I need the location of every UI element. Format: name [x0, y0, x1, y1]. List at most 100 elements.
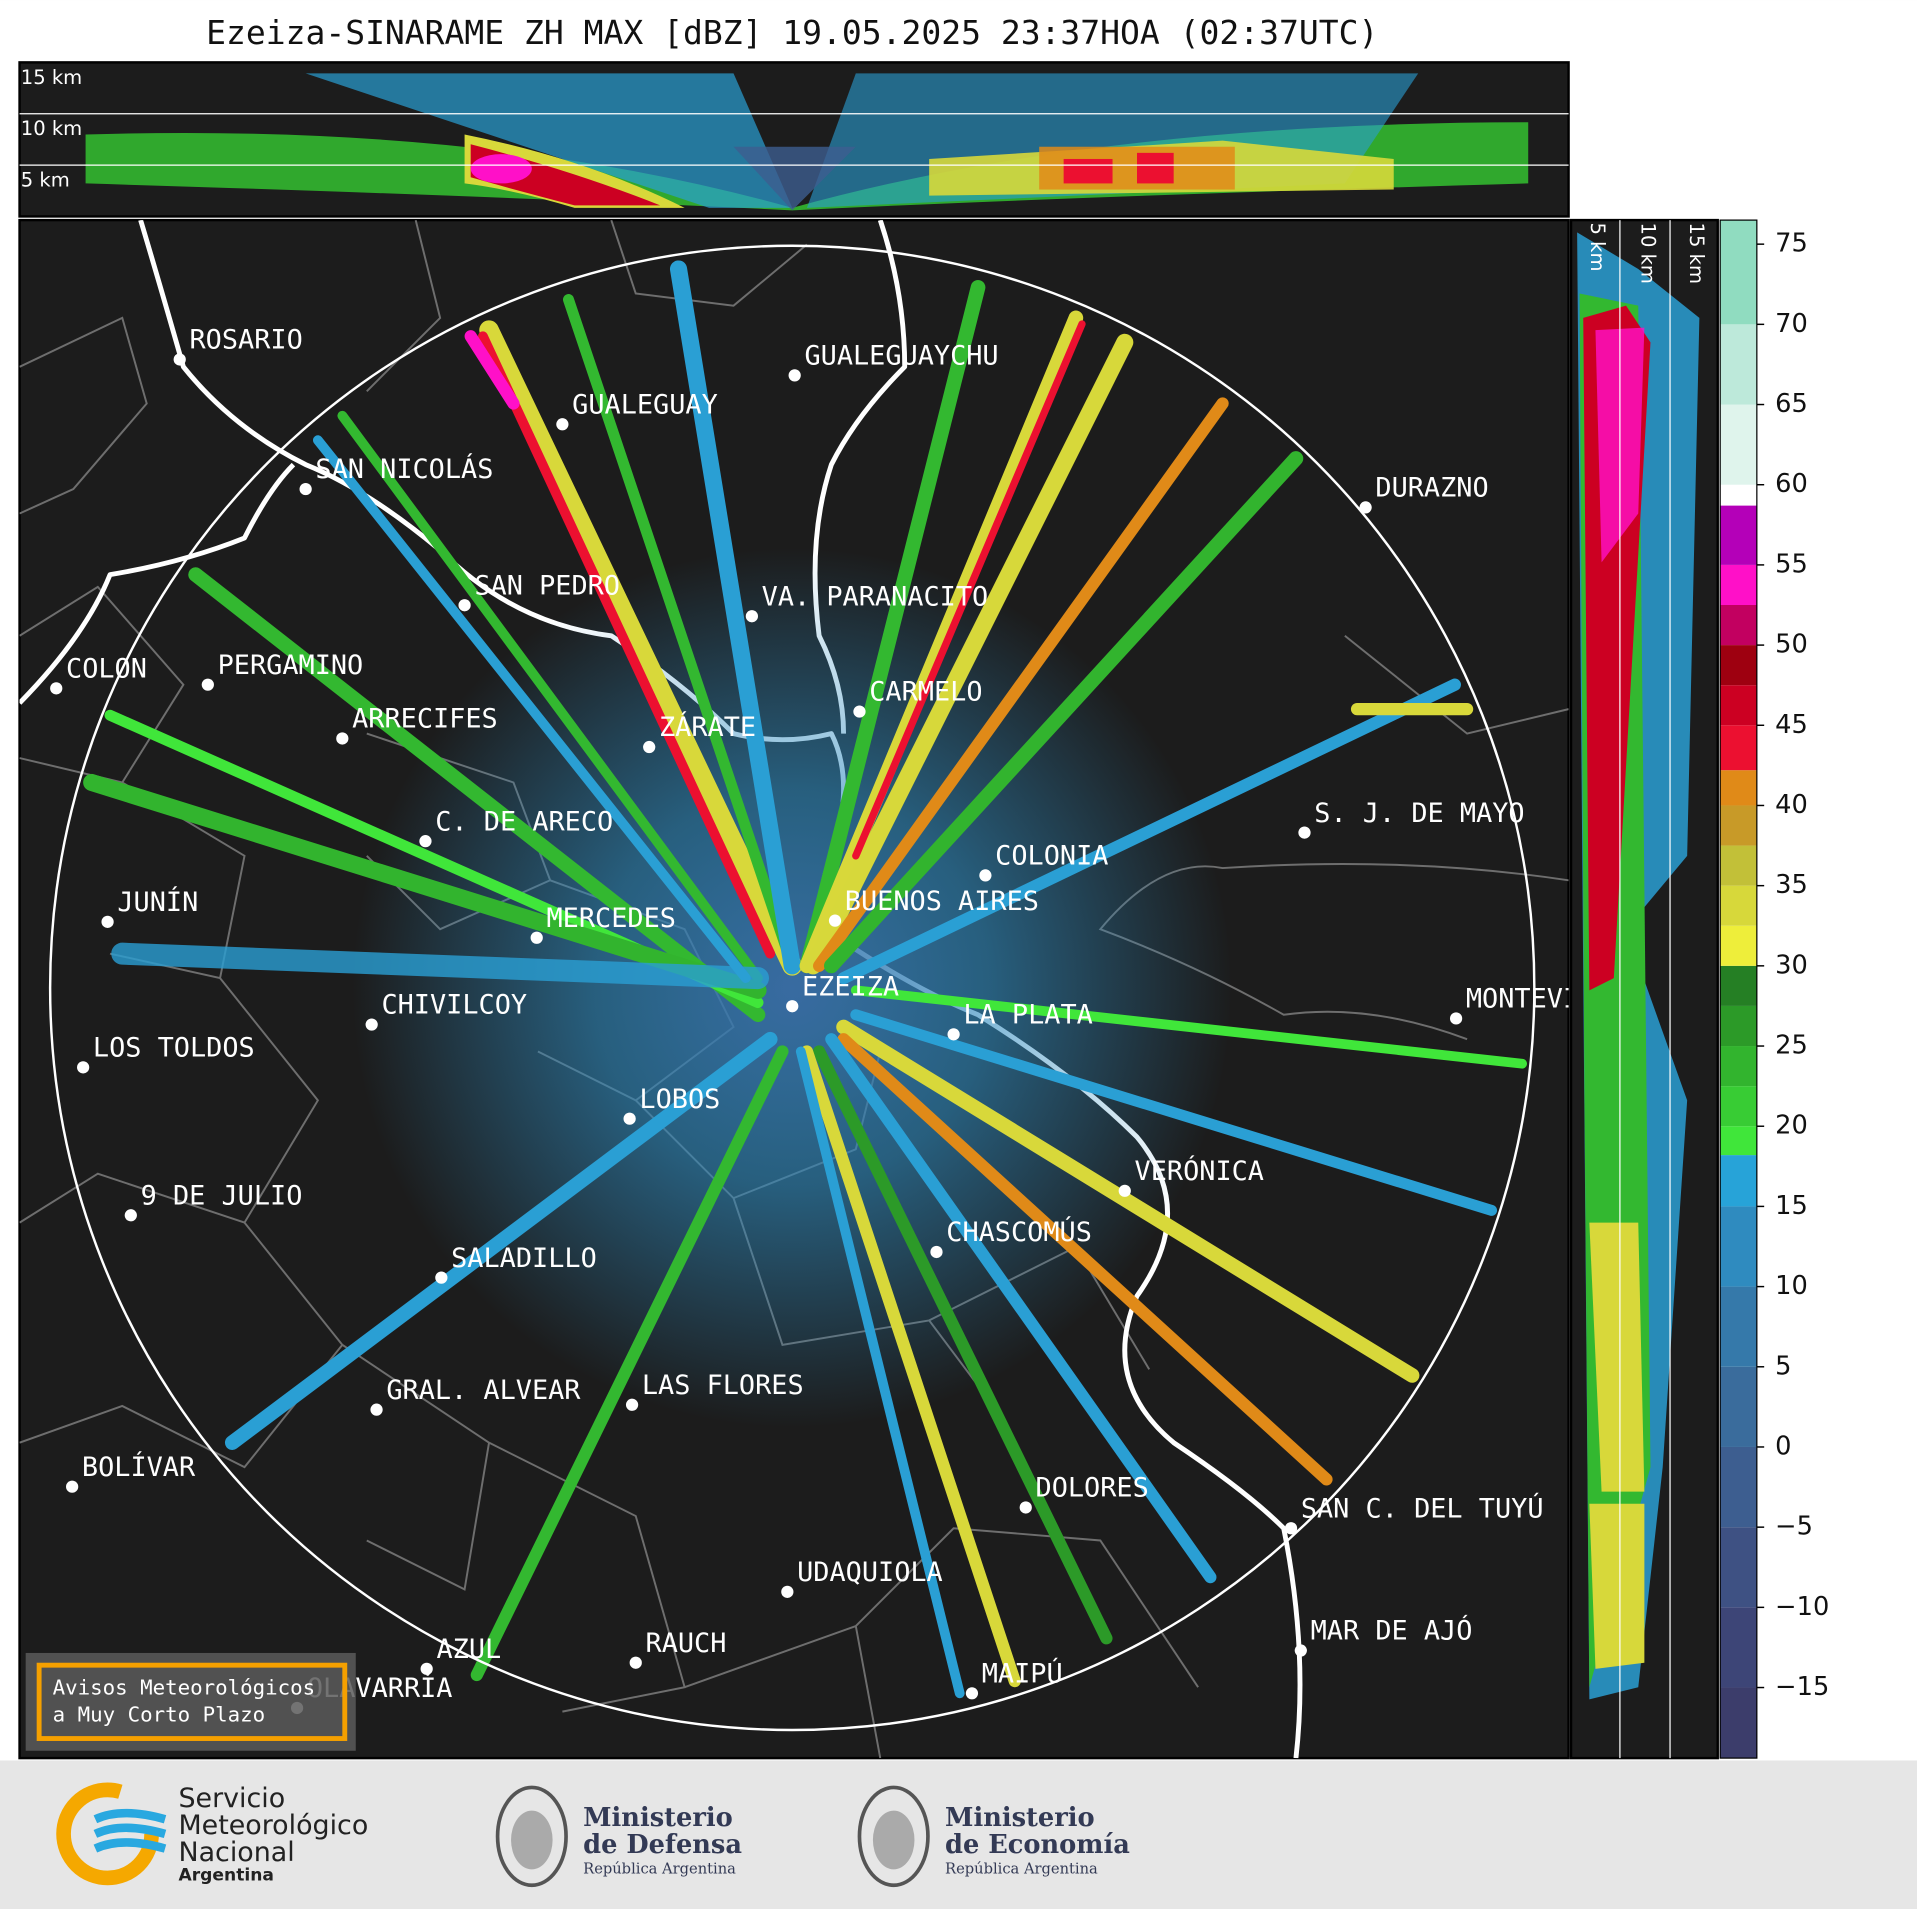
city-label: PERGAMINO: [218, 650, 364, 681]
city-dot: [1118, 1184, 1131, 1197]
city-dot: [1019, 1501, 1032, 1514]
colorbar-tick-label: 35: [1775, 870, 1808, 900]
city-dot: [66, 1480, 79, 1493]
colorbar-segment: [1720, 1607, 1757, 1688]
city-dot: [629, 1656, 642, 1669]
colorbar-segment: [1720, 1155, 1757, 1207]
colorbar-segment: [1720, 645, 1757, 686]
city-label: GUALEGUAYCHU: [804, 341, 998, 372]
city-dot: [1359, 501, 1372, 514]
city-label: CARMELO: [869, 677, 982, 708]
city-dot: [420, 1662, 433, 1675]
colorbar-tick-label: 60: [1775, 469, 1808, 499]
colorbar-segment: [1720, 1086, 1757, 1127]
notice-text: a Muy Corto Plazo: [53, 1702, 266, 1726]
colorbar-tick-label: 30: [1775, 950, 1808, 980]
colorbar-segment: [1720, 805, 1757, 846]
economia-logo: Ministerio de Economía República Argenti…: [857, 1785, 1130, 1888]
city-dot: [786, 1000, 799, 1013]
colorbar-tick-label: −5: [1775, 1512, 1813, 1542]
colorbar-tick-label: 50: [1775, 630, 1808, 660]
colorbar-segment: [1720, 1286, 1757, 1367]
city-label: GUALEGUAY: [572, 389, 718, 420]
radar-rays: [83, 260, 1527, 1699]
city-label: LAS FLORES: [642, 1370, 804, 1401]
defensa-logo: Ministerio de Defensa República Argentin…: [495, 1785, 742, 1888]
notice-button[interactable]: [36, 1662, 348, 1741]
city-dot: [201, 678, 214, 691]
colorbar-tick-label: 55: [1775, 549, 1808, 579]
colorbar-segment: [1720, 725, 1757, 771]
city-layer: ROSARIO GUALEGUAYCHU GUALEGUAY SAN NICOLÁS D…: [50, 325, 1628, 1715]
height-label: 10 km: [21, 117, 82, 140]
city-label: MONTEVIDEO: [1466, 984, 1628, 1015]
city-label: ARRECIFES: [352, 704, 498, 735]
city-dot: [556, 418, 569, 431]
colorbar-segment: [1720, 1046, 1757, 1087]
colorbar-segment: [1720, 1366, 1757, 1447]
colorbar-tick-label: −15: [1775, 1672, 1829, 1702]
city-dot: [781, 1585, 794, 1598]
colorbar-segment: [1720, 1126, 1757, 1156]
colorbar-segment: [1720, 564, 1757, 605]
colorbar-segment: [1720, 1005, 1757, 1047]
city-label: SAN PEDRO: [474, 570, 620, 601]
logo-text: de Economía: [945, 1830, 1130, 1860]
city-dot: [365, 1018, 378, 1031]
height-label: 5 km: [1586, 223, 1609, 272]
city-label: MAR DE AJÓ: [1311, 1615, 1473, 1647]
city-label: VERÓNICA: [1135, 1155, 1264, 1187]
city-label: CHASCOMÚS: [946, 1216, 1092, 1248]
logo-text: Ministerio: [945, 1803, 1095, 1833]
city-label: SAN C. DEL TUYÚ: [1301, 1492, 1544, 1524]
colorbar-segment: [1720, 604, 1757, 646]
height-label: 15 km: [1685, 223, 1708, 284]
colorbar-segment: [1720, 220, 1757, 325]
colorbar-segment: [1720, 685, 1757, 726]
city-dot: [435, 1271, 448, 1284]
city-label: S. J. DE MAYO: [1314, 798, 1524, 829]
city-label: SALADILLO: [451, 1243, 597, 1274]
colorbar-tick-label: 15: [1775, 1191, 1808, 1221]
colorbar-segment: [1720, 965, 1757, 1006]
top-echoes: [85, 73, 1529, 211]
height-label: 5 km: [21, 168, 70, 191]
colorbar-segment: [1720, 484, 1757, 506]
city-dot: [828, 914, 842, 927]
city-dot: [947, 1028, 960, 1041]
colorbar-tick-label: 10: [1775, 1271, 1808, 1301]
city-dot: [124, 1209, 137, 1222]
logo-text: Nacional: [178, 1837, 294, 1868]
city-dot: [419, 835, 432, 848]
city-label: LOBOS: [639, 1084, 720, 1115]
city-dot: [336, 732, 349, 745]
city-label: AZUL: [436, 1634, 501, 1665]
city-dot: [965, 1687, 979, 1700]
colorbar-segment: [1720, 1527, 1757, 1608]
notice-text: Avisos Meteorológicos: [53, 1675, 316, 1699]
smn-logo: Servicio Meteorológico Nacional Argentin…: [56, 1782, 368, 1885]
city-label: SAN NICOLÁS: [315, 453, 493, 485]
city-dot: [101, 915, 114, 928]
logo-text: República Argentina: [945, 1860, 1098, 1877]
logo-text: Ministerio: [583, 1803, 733, 1833]
city-label: EZEIZA: [802, 971, 899, 1002]
city-dot: [643, 740, 656, 754]
city-label: COLONIA: [995, 841, 1108, 872]
colorbar-segment: [1720, 770, 1757, 806]
city-dot: [623, 1112, 636, 1125]
height-label: 10 km: [1636, 223, 1659, 284]
map-content: ROSARIO GUALEGUAYCHU GUALEGUAY SAN NICOLÁS D…: [19, 220, 1628, 1759]
city-label: ROSARIO: [189, 325, 302, 356]
city-label: 9 DE JULIO: [141, 1180, 303, 1211]
city-dot: [745, 610, 758, 623]
city-label: JUNÍN: [117, 886, 198, 918]
colorbar-segment: [1720, 1446, 1757, 1528]
city-dot: [853, 705, 866, 718]
colorbar-segment: [1720, 1687, 1757, 1759]
notice-bg: [25, 1652, 356, 1751]
colorbar-tick-label: 45: [1775, 710, 1808, 740]
